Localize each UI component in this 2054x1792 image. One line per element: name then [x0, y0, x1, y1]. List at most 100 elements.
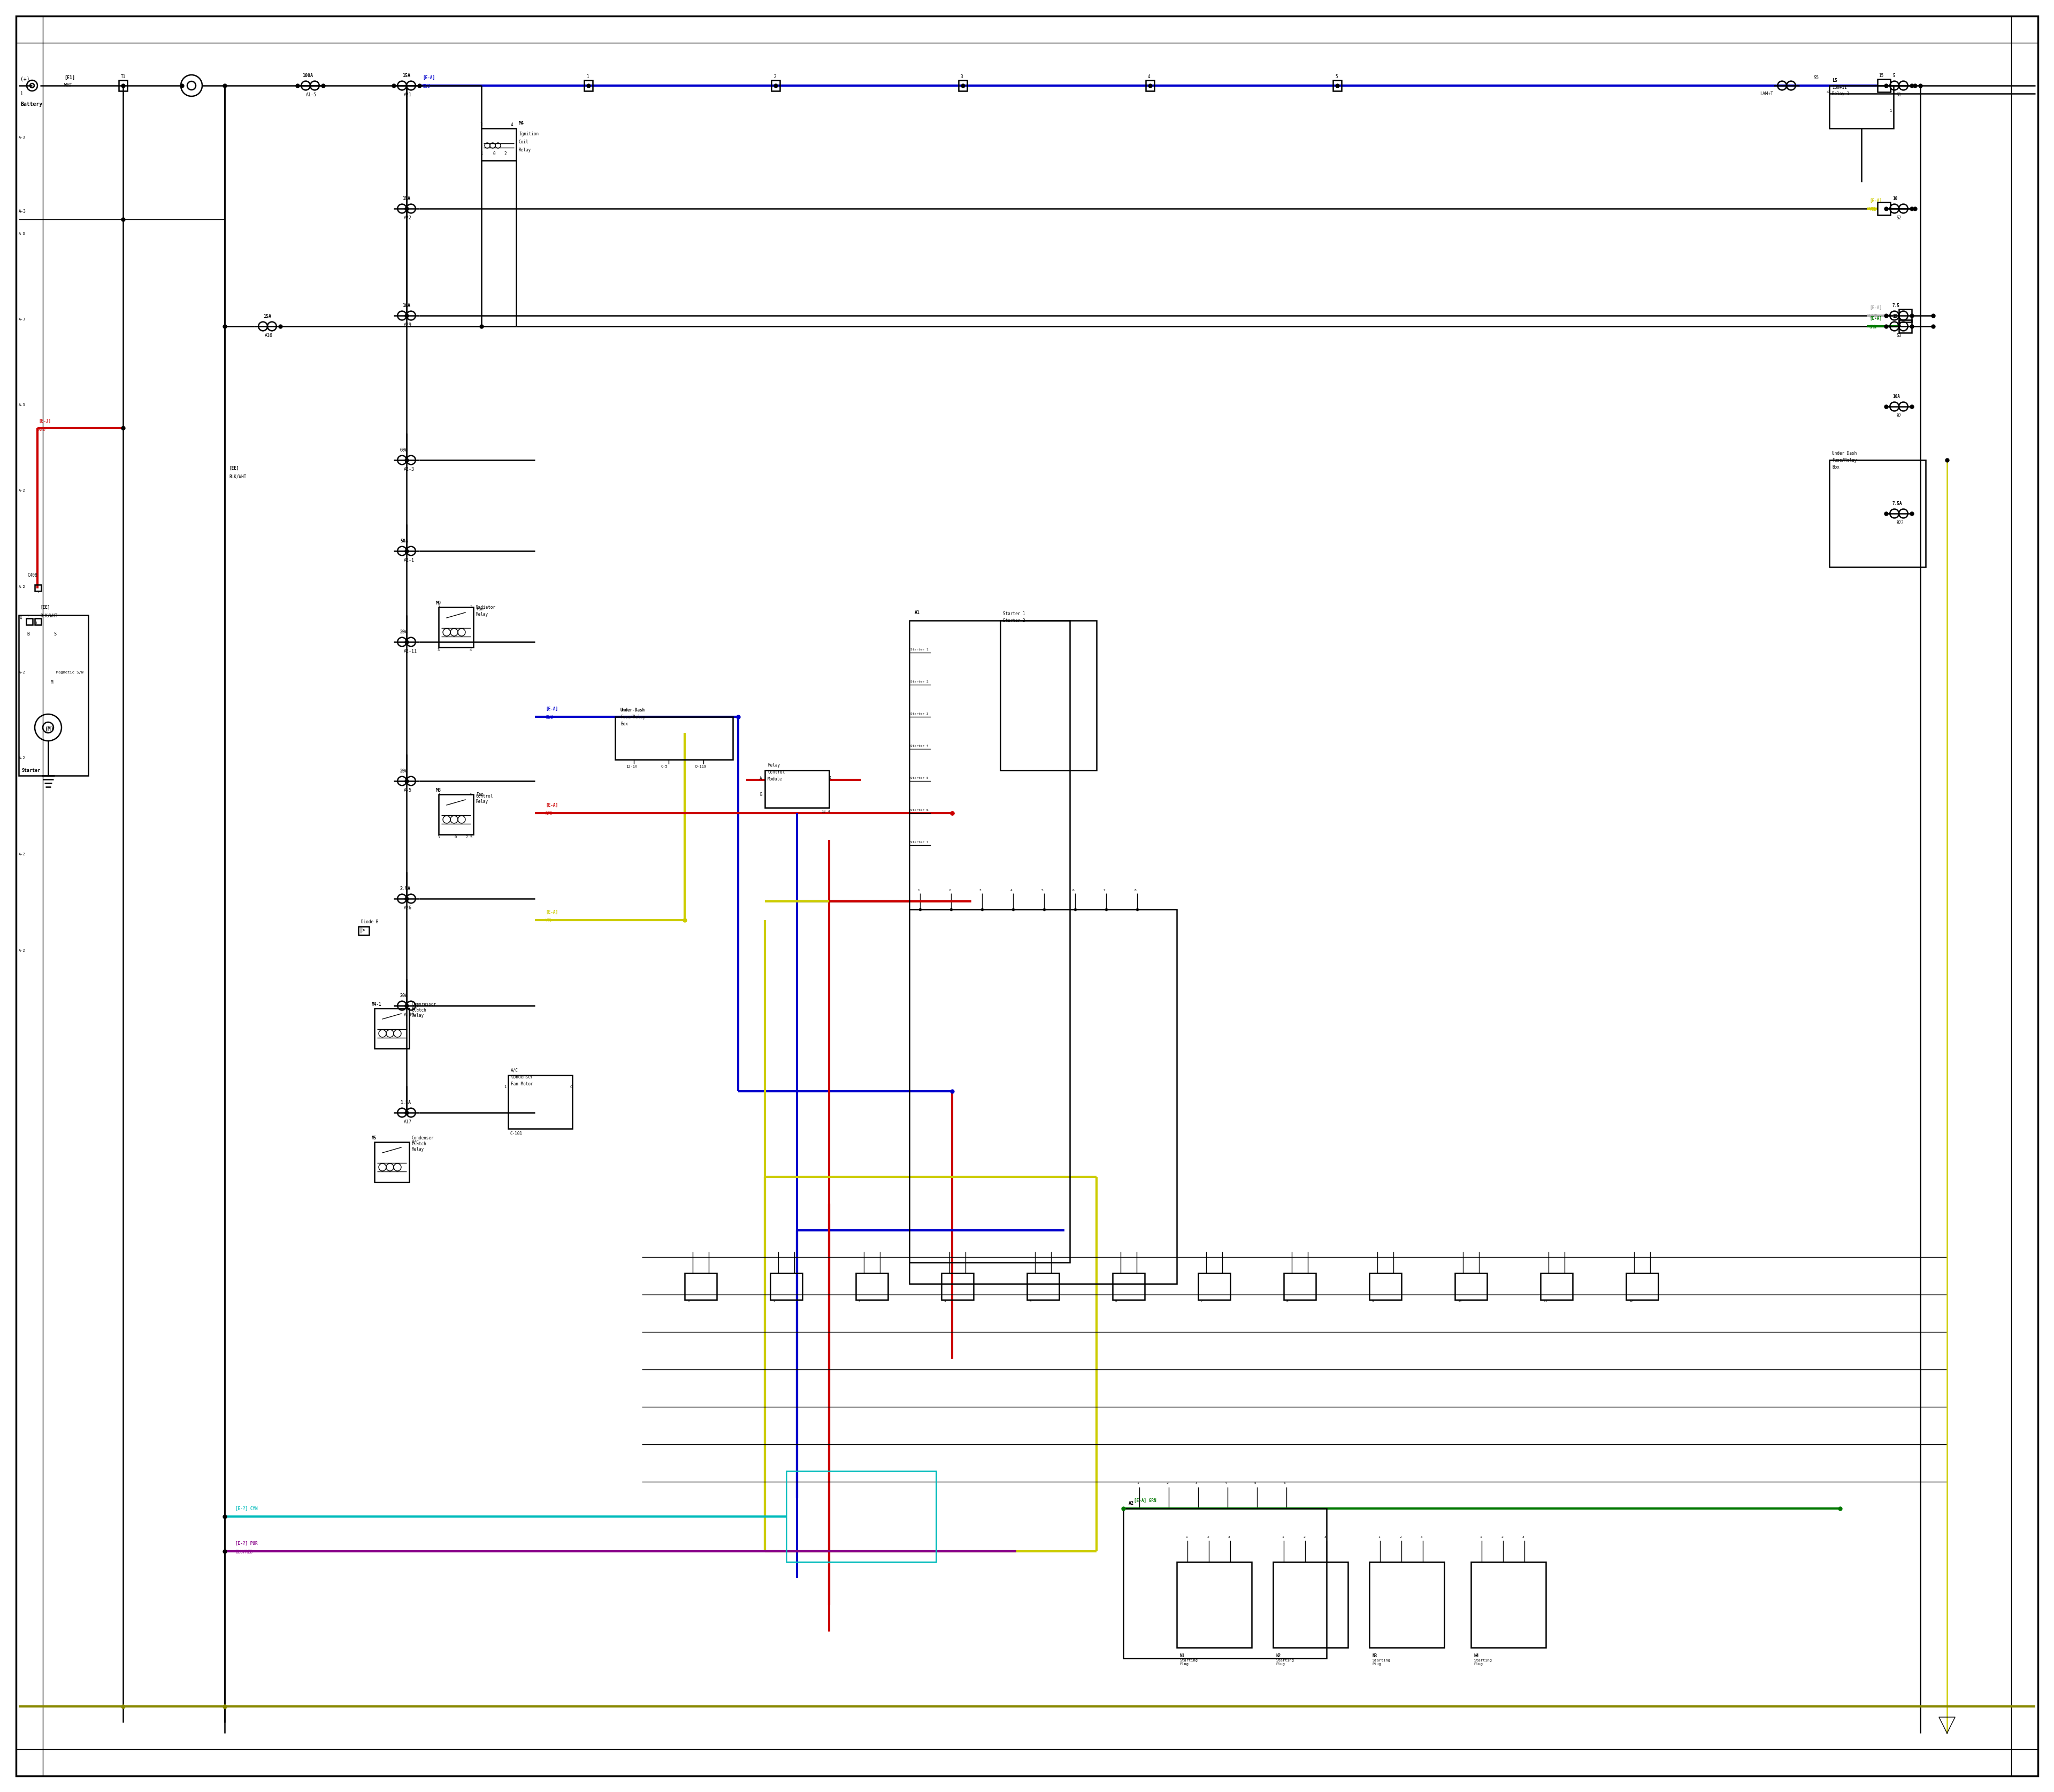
Text: 15: 15 — [1879, 73, 1884, 79]
Text: S2: S2 — [1896, 215, 1902, 220]
Text: M4-1: M4-1 — [372, 1002, 382, 1007]
Bar — [35, 618, 41, 625]
Text: C: C — [569, 1086, 571, 1088]
Text: BLK/WHT: BLK/WHT — [228, 475, 246, 478]
Text: [E-A]: [E-A] — [1869, 315, 1881, 321]
Text: [E-?] PUR: [E-?] PUR — [236, 1541, 257, 1546]
Text: Relay: Relay — [520, 147, 532, 152]
Text: (+): (+) — [21, 75, 29, 81]
Text: Starter 1: Starter 1 — [1002, 611, 1025, 616]
Text: B: B — [760, 792, 762, 797]
Bar — [1027, 1272, 1060, 1299]
Text: A-3: A-3 — [18, 317, 25, 321]
Text: S5: S5 — [1814, 75, 1818, 81]
Text: 50A: 50A — [401, 539, 409, 543]
Bar — [27, 618, 33, 625]
Text: [E-A]: [E-A] — [1869, 305, 1881, 310]
Text: BLU: BLU — [423, 84, 429, 90]
Bar — [18, 615, 88, 776]
Bar — [507, 1075, 573, 1129]
Text: 60A: 60A — [401, 448, 409, 453]
Text: 2.5A: 2.5A — [401, 887, 411, 891]
Text: A-3: A-3 — [18, 210, 27, 213]
Text: Fan: Fan — [477, 792, 483, 797]
Text: [E-A]: [E-A] — [423, 75, 435, 81]
Text: A16: A16 — [265, 333, 273, 339]
Text: Coil: Coil — [520, 140, 528, 145]
Text: 10: 10 — [1892, 197, 1898, 201]
Text: (M): (M) — [45, 726, 53, 731]
Text: 20A: 20A — [401, 993, 409, 998]
Text: A26: A26 — [405, 905, 413, 910]
Bar — [1370, 1272, 1401, 1299]
Text: M: M — [51, 679, 53, 685]
Text: [E-A]: [E-A] — [546, 910, 559, 914]
Text: 15: 15 — [1892, 314, 1898, 319]
Bar — [35, 584, 41, 591]
Text: 1: 1 — [503, 1086, 505, 1088]
Text: A-3: A-3 — [18, 233, 25, 235]
Text: A/C: A/C — [413, 1140, 419, 1145]
Bar — [1830, 461, 1927, 566]
Text: T4: T4 — [18, 616, 23, 620]
Text: A-3: A-3 — [18, 136, 25, 140]
Text: Fuse/Relay: Fuse/Relay — [1832, 459, 1857, 462]
Text: A22: A22 — [405, 215, 413, 220]
Text: 10: 10 — [822, 810, 826, 814]
Text: 0: 0 — [454, 835, 456, 839]
Text: RED: RED — [546, 812, 553, 817]
Text: WHT: WHT — [1869, 314, 1877, 319]
Text: Condenser: Condenser — [511, 1075, 534, 1079]
Text: Module: Module — [768, 776, 783, 781]
Text: Starting
Plug: Starting Plug — [1179, 1659, 1197, 1667]
Text: B2: B2 — [1896, 414, 1902, 418]
Text: IGN+11: IGN+11 — [1832, 84, 1847, 90]
Text: 15A: 15A — [263, 314, 271, 319]
Text: Starter 1: Starter 1 — [910, 649, 928, 650]
Text: [E1]: [E1] — [64, 75, 74, 81]
Bar — [910, 620, 1070, 1262]
Text: 7.5A: 7.5A — [1892, 502, 1902, 505]
Text: Control: Control — [768, 771, 785, 774]
Text: Relay 1: Relay 1 — [1832, 91, 1849, 97]
Bar — [357, 926, 370, 935]
Text: M4: M4 — [520, 120, 524, 125]
Text: 4: 4 — [470, 649, 472, 652]
Text: A29: A29 — [405, 323, 413, 328]
Text: A2-1: A2-1 — [405, 557, 415, 563]
Text: Fan
Relay: Fan Relay — [477, 606, 489, 616]
Text: Fan Motor: Fan Motor — [511, 1082, 534, 1086]
Text: 3: 3 — [961, 73, 963, 79]
Text: C408: C408 — [29, 573, 37, 577]
Text: A: A — [830, 776, 832, 781]
Text: 3: 3 — [481, 122, 483, 127]
Bar — [770, 1272, 803, 1299]
Text: RED: RED — [39, 428, 45, 432]
Text: Starter 3: Starter 3 — [910, 713, 928, 715]
Text: N1: N1 — [1179, 1654, 1185, 1658]
Bar — [764, 771, 830, 808]
Bar — [1273, 1563, 1347, 1647]
Text: 2: 2 — [503, 151, 507, 156]
Text: L5: L5 — [1832, 79, 1838, 82]
Bar — [481, 129, 516, 161]
Text: A-2: A-2 — [18, 756, 25, 760]
Bar — [1627, 1272, 1658, 1299]
Text: 3: 3 — [438, 649, 440, 652]
Text: A-2: A-2 — [18, 586, 25, 588]
Text: [E-A]: [E-A] — [546, 803, 559, 808]
Text: 1: 1 — [438, 606, 440, 609]
Text: YEL: YEL — [546, 919, 553, 923]
Bar — [1284, 1272, 1317, 1299]
Text: A2-3: A2-3 — [405, 468, 415, 471]
Text: WHT: WHT — [64, 82, 72, 88]
Text: 20A: 20A — [401, 769, 409, 774]
Text: D-119: D-119 — [696, 765, 707, 769]
Text: 1: 1 — [481, 151, 483, 156]
Bar — [857, 1272, 887, 1299]
Text: Battery: Battery — [21, 102, 43, 108]
Text: [E-A]: [E-A] — [546, 706, 559, 711]
Text: 5: 5 — [470, 835, 472, 839]
Text: BLU/RED: BLU/RED — [236, 1550, 253, 1554]
Text: Starter 2: Starter 2 — [1002, 618, 1025, 624]
